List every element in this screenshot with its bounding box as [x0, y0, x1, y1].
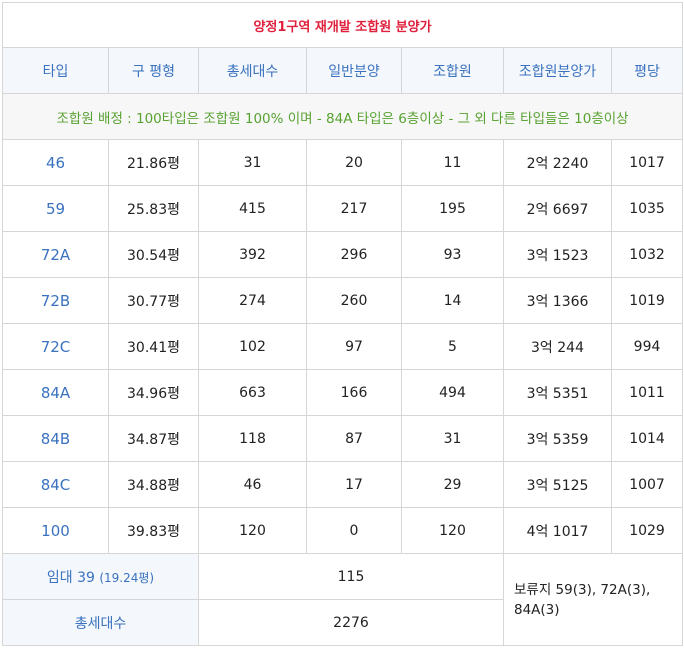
cell-pyeong: 30.54평 — [108, 231, 199, 278]
cell-total: 118 — [198, 415, 307, 462]
cell-total: 120 — [198, 507, 307, 554]
cell-general: 87 — [306, 415, 402, 462]
cell-total: 46 — [198, 461, 307, 508]
table-row: 46 21.86평 31 20 11 2억 2240 1017 — [2, 139, 684, 186]
cell-price: 2억 2240 — [503, 139, 612, 186]
cell-member: 494 — [401, 369, 504, 416]
cell-per-pyeong: 994 — [610, 323, 684, 370]
cell-type: 72C — [2, 323, 109, 370]
cell-pyeong: 34.96평 — [108, 369, 199, 416]
table-title: 양정1구역 재개발 조합원 분양가 — [1, 2, 684, 48]
cell-price: 3억 244 — [503, 323, 612, 370]
cell-type: 84B — [2, 415, 109, 462]
cell-price: 3억 5125 — [503, 461, 612, 508]
cell-pyeong: 25.83평 — [108, 185, 199, 232]
cell-pyeong: 34.87평 — [108, 415, 199, 462]
cell-member: 31 — [401, 415, 504, 462]
cell-per-pyeong: 1017 — [610, 139, 684, 186]
cell-per-pyeong: 1011 — [610, 369, 684, 416]
cell-per-pyeong: 1032 — [610, 231, 684, 278]
cell-general: 20 — [306, 139, 402, 186]
cell-per-pyeong: 1019 — [610, 277, 684, 324]
rental-value: 115 — [198, 553, 504, 600]
cell-general: 260 — [306, 277, 402, 324]
cell-per-pyeong: 1035 — [610, 185, 684, 232]
header-total: 총세대수 — [198, 47, 307, 94]
cell-per-pyeong: 1029 — [610, 507, 684, 554]
cell-member: 29 — [401, 461, 504, 508]
header-row: 타입 구 평형 총세대수 일반분양 조합원 조합원분양가 평당 — [2, 47, 684, 94]
cell-pyeong: 30.77평 — [108, 277, 199, 324]
cell-pyeong: 21.86평 — [108, 139, 199, 186]
cell-type: 72A — [2, 231, 109, 278]
rental-label: 임대 39 (19.24평) — [2, 553, 199, 600]
cell-price: 3억 1523 — [503, 231, 612, 278]
cell-general: 166 — [306, 369, 402, 416]
cell-total: 415 — [198, 185, 307, 232]
rental-row: 임대 39 (19.24평) 115 보류지 59(3), 72A(3), 84… — [2, 553, 684, 646]
cell-member: 11 — [401, 139, 504, 186]
total-value: 2276 — [198, 599, 504, 646]
cell-pyeong: 34.88평 — [108, 461, 199, 508]
cell-total: 274 — [198, 277, 307, 324]
header-general: 일반분양 — [306, 47, 402, 94]
assignment-note: 조합원 배정 : 100타입은 조합원 100% 이며 - 84A 타입은 6층… — [1, 93, 684, 140]
cell-total: 663 — [198, 369, 307, 416]
cell-member: 93 — [401, 231, 504, 278]
table-row: 72A 30.54평 392 296 93 3억 1523 1032 — [2, 231, 684, 278]
reserve-note: 보류지 59(3), 72A(3), 84A(3) — [502, 553, 684, 646]
total-row: 총세대수 2276 — [2, 599, 683, 646]
table-row: 84A 34.96평 663 166 494 3억 5351 1011 — [2, 369, 684, 416]
table-row: 72C 30.41평 102 97 5 3억 244 994 — [2, 323, 684, 370]
cell-per-pyeong: 1007 — [610, 461, 684, 508]
table-row: 84B 34.87평 118 87 31 3억 5359 1014 — [2, 415, 684, 462]
cell-type: 84A — [2, 369, 109, 416]
cell-price: 3억 1366 — [503, 277, 612, 324]
cell-total: 392 — [198, 231, 307, 278]
cell-general: 17 — [306, 461, 402, 508]
header-pyeong: 구 평형 — [108, 47, 199, 94]
header-type: 타입 — [2, 47, 109, 94]
cell-type: 84C — [2, 461, 109, 508]
total-label: 총세대수 — [2, 599, 199, 646]
header-price: 조합원분양가 — [503, 47, 612, 94]
cell-member: 120 — [401, 507, 504, 554]
cell-total: 31 — [198, 139, 307, 186]
cell-type: 59 — [2, 185, 109, 232]
cell-pyeong: 39.83평 — [108, 507, 199, 554]
cell-general: 296 — [306, 231, 402, 278]
table-row: 59 25.83평 415 217 195 2억 6697 1035 — [2, 185, 684, 232]
cell-price: 4억 1017 — [503, 507, 612, 554]
cell-pyeong: 30.41평 — [108, 323, 199, 370]
cell-type: 46 — [2, 139, 109, 186]
rental-label-text: 임대 39 — [46, 569, 95, 586]
cell-price: 2억 6697 — [503, 185, 612, 232]
cell-price: 3억 5351 — [503, 369, 612, 416]
cell-type: 72B — [2, 277, 109, 324]
table-row: 72B 30.77평 274 260 14 3억 1366 1019 — [2, 277, 684, 324]
cell-general: 217 — [306, 185, 402, 232]
table-row: 100 39.83평 120 0 120 4억 1017 1029 — [2, 507, 684, 554]
cell-general: 0 — [306, 507, 402, 554]
cell-member: 5 — [401, 323, 504, 370]
header-per-pyeong: 평당 — [610, 47, 684, 94]
cell-per-pyeong: 1014 — [610, 415, 684, 462]
table-row: 84C 34.88평 46 17 29 3억 5125 1007 — [2, 461, 684, 508]
cell-price: 3억 5359 — [503, 415, 612, 462]
rental-label-sub: (19.24평) — [99, 570, 155, 585]
cell-general: 97 — [306, 323, 402, 370]
cell-total: 102 — [198, 323, 307, 370]
cell-member: 195 — [401, 185, 504, 232]
cell-member: 14 — [401, 277, 504, 324]
cell-type: 100 — [2, 507, 109, 554]
header-member: 조합원 — [401, 47, 504, 94]
